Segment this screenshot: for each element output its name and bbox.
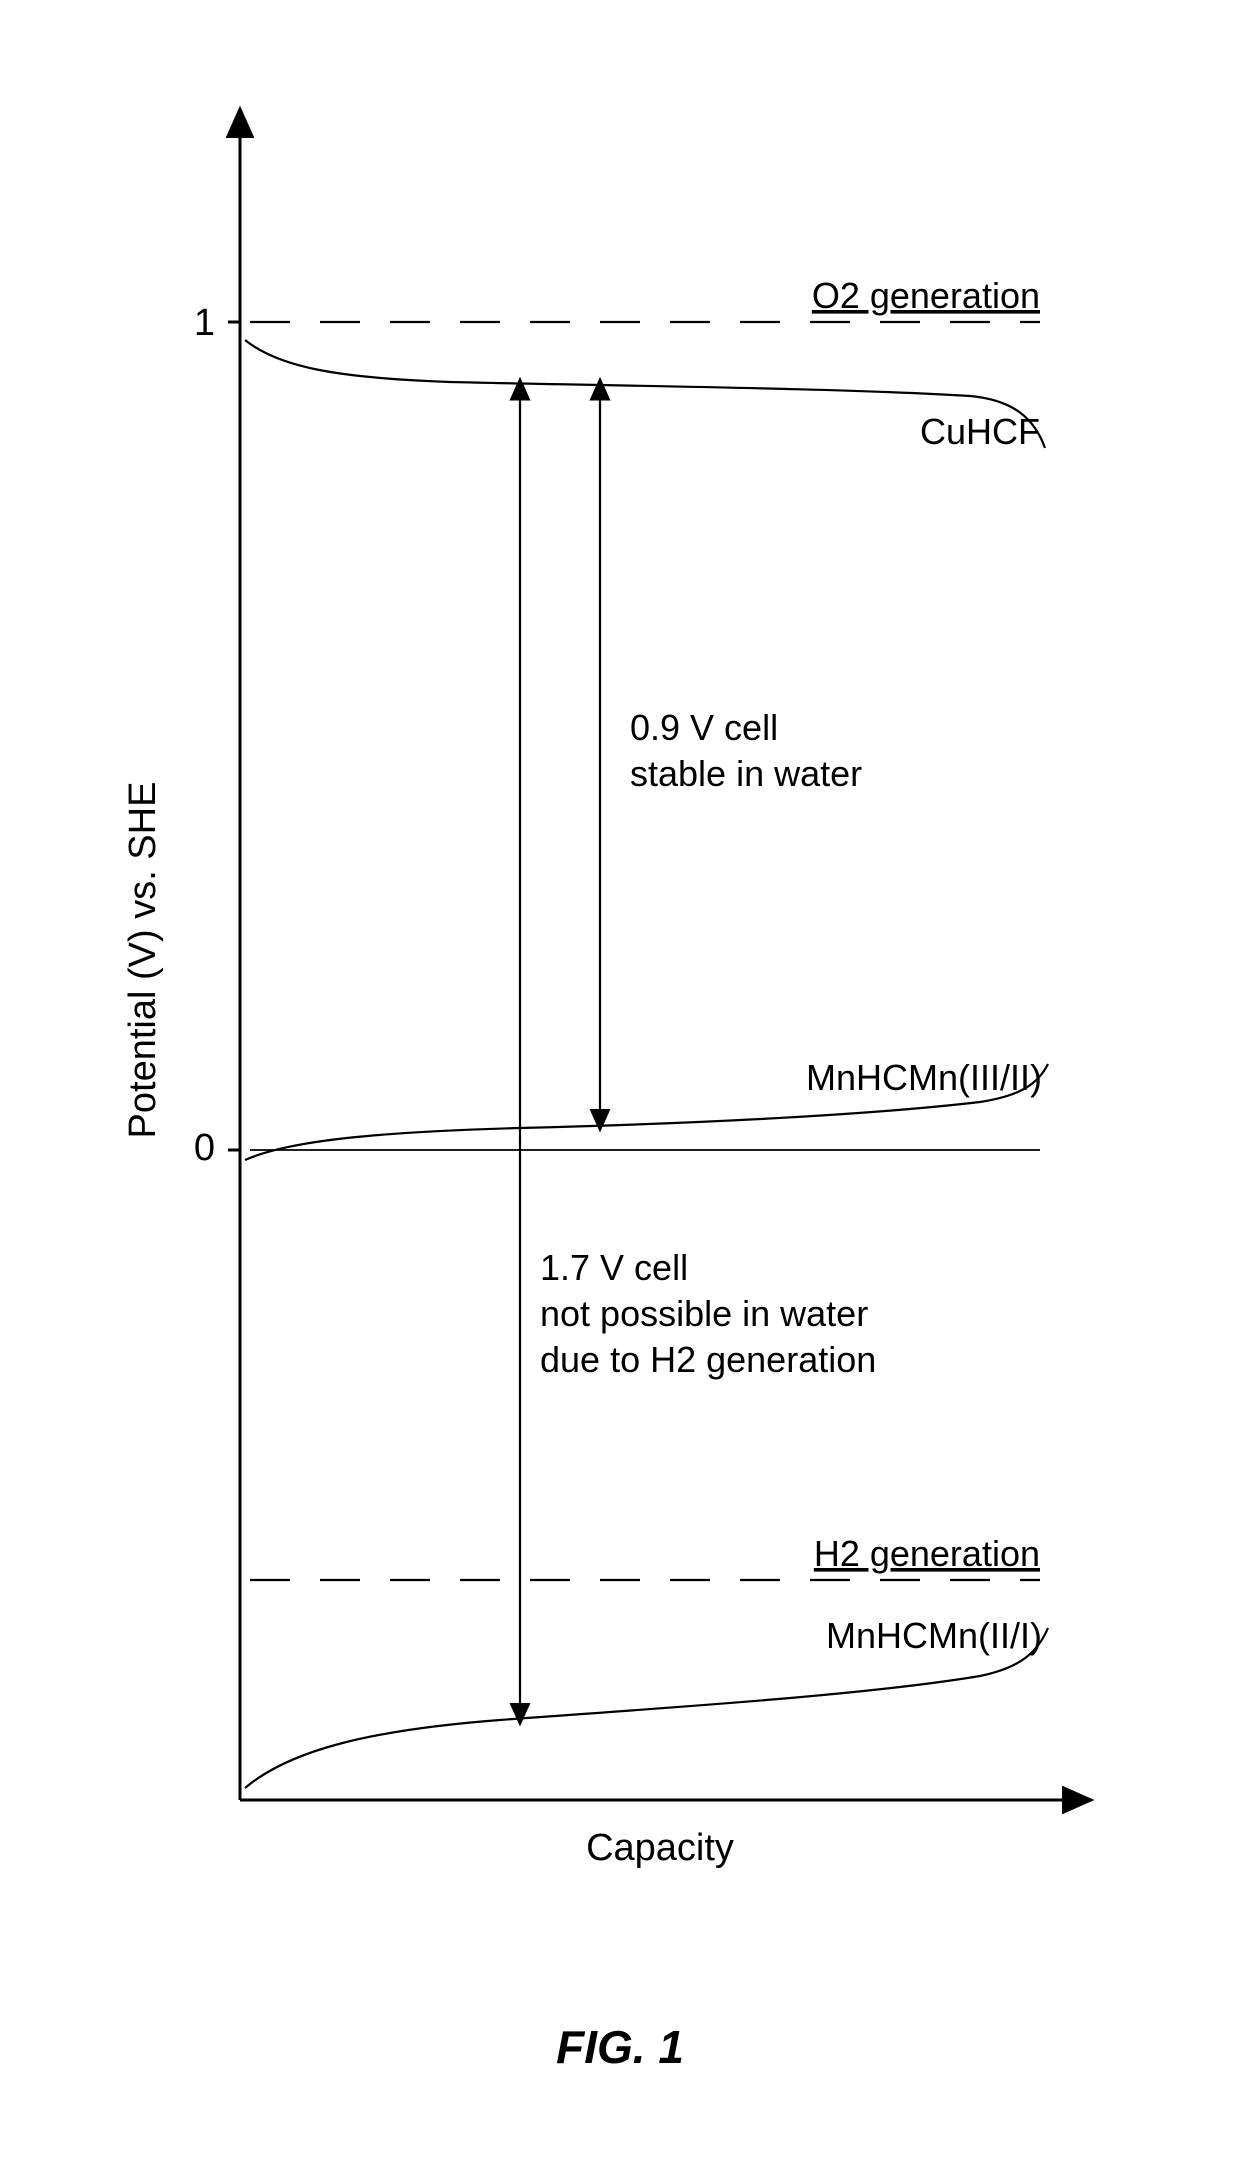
- cuhcf-label: CuHCF: [920, 411, 1040, 452]
- annot-17-line1: 1.7 V cell: [540, 1247, 688, 1288]
- mnhcmn-32-label: MnHCMn(III/II): [806, 1057, 1042, 1098]
- y-tick-1-label: 1: [194, 302, 215, 344]
- figure-caption-text: FIG. 1: [556, 2021, 684, 2073]
- h2-label: H2 generation: [814, 1533, 1040, 1574]
- x-axis-label: Capacity: [586, 1827, 734, 1869]
- annot-09-line1: 0.9 V cell: [630, 707, 778, 748]
- annot-17-line3: due to H2 generation: [540, 1339, 876, 1380]
- page: 1 0 Potential (V) vs. SHE Capacity O2 ge…: [0, 0, 1240, 2166]
- chart-svg: 1 0 Potential (V) vs. SHE Capacity O2 ge…: [120, 100, 1120, 1920]
- annot-09-line2: stable in water: [630, 753, 862, 794]
- mnhcmn-21-label: MnHCMn(II/I): [826, 1615, 1042, 1656]
- y-axis-label: Potential (V) vs. SHE: [122, 782, 164, 1139]
- y-tick-0-label: 0: [194, 1127, 215, 1169]
- o2-label: O2 generation: [812, 275, 1040, 316]
- chart-container: 1 0 Potential (V) vs. SHE Capacity O2 ge…: [120, 100, 1120, 1920]
- figure-caption: FIG. 1: [0, 2020, 1240, 2074]
- annot-17-line2: not possible in water: [540, 1293, 868, 1334]
